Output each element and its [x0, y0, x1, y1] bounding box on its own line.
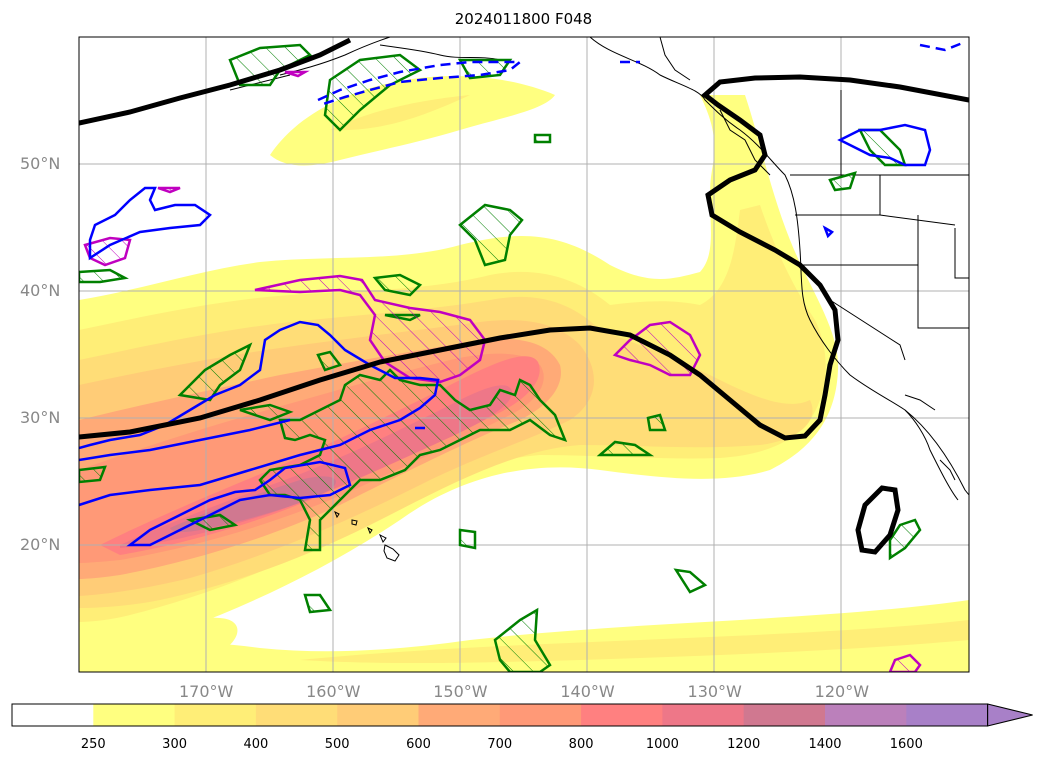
lon-tick-label: 130°W [687, 682, 742, 701]
colorbar-segment [906, 704, 989, 726]
map-title: 2024011800 F048 [454, 10, 593, 28]
colorbar-tick-label: 1600 [889, 737, 923, 752]
colorbar-segment [662, 704, 745, 726]
colorbar-outline [11, 703, 989, 727]
colorbar-segment [255, 704, 338, 726]
lon-tick-label: 120°W [814, 682, 870, 701]
map-frame [78, 36, 970, 673]
colorbar-segment [743, 704, 826, 726]
colorbar-segment [825, 704, 907, 726]
colorbar-extend-arrow [987, 703, 1033, 727]
colorbar-tick-label: 1000 [645, 737, 679, 752]
lon-tick-label: 170°W [178, 682, 234, 701]
gridlines [79, 37, 969, 672]
black-contours [79, 37, 969, 555]
colorbar-tick-label: 300 [162, 737, 187, 752]
lat-tick-label: 40°N [20, 281, 61, 300]
colorbar-tick-label: 400 [243, 737, 269, 752]
colorbar-segment [93, 704, 176, 726]
blue-dashed-contours [317, 40, 966, 107]
colorbar-tick-label: 1400 [808, 737, 842, 752]
lat-tick-label: 50°N [20, 154, 61, 173]
colorbar-tick-label: 700 [487, 737, 513, 752]
lon-tick-label: 160°W [306, 682, 361, 701]
colorbar-segment [499, 704, 582, 726]
colorbar [11, 703, 1033, 727]
lat-tick-label: 20°N [20, 535, 61, 554]
lon-tick-label: 150°W [433, 682, 488, 701]
colorbar-tick-label: 800 [568, 737, 594, 752]
colorbar-tick-label: 600 [406, 737, 431, 752]
lat-tick-label: 30°N [20, 408, 61, 427]
colorbar-segment [337, 704, 419, 726]
colorbar-segment [581, 704, 663, 726]
blue-contours [79, 123, 932, 547]
colorbar-tick-label: 500 [324, 737, 350, 752]
lon-tick-label: 140°W [560, 682, 615, 701]
colorbar-segment [174, 704, 257, 726]
colorbar-tick-label: 250 [80, 737, 106, 752]
colorbar-tick-label: 1200 [727, 737, 761, 752]
hawaii [334, 510, 400, 562]
colorbar-segment [12, 704, 94, 726]
colorbar-segment [418, 704, 501, 726]
